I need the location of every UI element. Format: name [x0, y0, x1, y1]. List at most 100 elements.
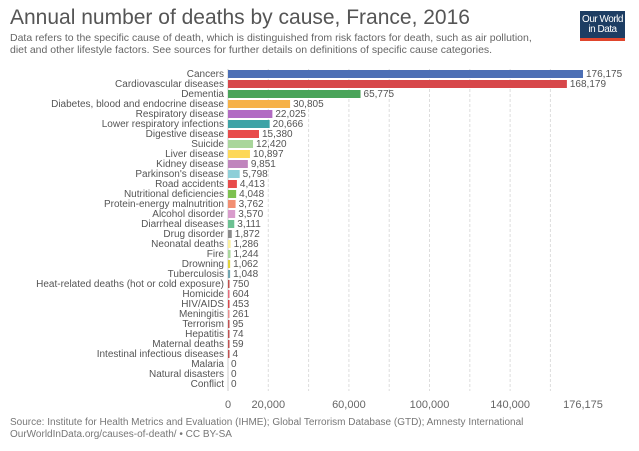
category-label: Hepatitis — [185, 329, 224, 340]
value-label: 74 — [233, 329, 245, 340]
category-label: Maternal deaths — [152, 339, 224, 350]
category-label: Homicide — [182, 289, 224, 300]
value-label: 168,179 — [570, 79, 607, 90]
chart-title: Annual number of deaths by cause, France… — [10, 6, 470, 29]
value-label: 1,062 — [233, 259, 258, 270]
value-label: 9,851 — [251, 159, 276, 170]
chart-subtitle: Data refers to the specific cause of dea… — [10, 32, 532, 56]
bar — [228, 190, 237, 198]
bar — [228, 150, 250, 158]
value-label: 4,048 — [239, 189, 264, 200]
value-label: 4 — [233, 349, 239, 360]
bar — [228, 90, 361, 98]
category-label: Meningitis — [179, 309, 224, 320]
category-label: Respiratory disease — [136, 109, 225, 120]
bar — [228, 340, 230, 348]
x-tick-label: 20,000 — [251, 399, 285, 411]
bar — [228, 290, 230, 298]
value-label: 1,286 — [234, 239, 259, 250]
bar — [228, 240, 231, 248]
bar — [228, 160, 248, 168]
value-label: 65,775 — [364, 89, 395, 100]
category-label: Protein-energy malnutrition — [104, 199, 224, 210]
bar — [228, 270, 231, 278]
bar — [228, 280, 230, 288]
value-label: 261 — [233, 309, 250, 320]
category-label: Parkinson's disease — [135, 169, 224, 180]
bar — [228, 180, 237, 188]
value-label: 15,380 — [262, 129, 293, 140]
value-label: 22,025 — [275, 109, 306, 120]
bar — [228, 230, 232, 238]
x-tick-label: 0 — [225, 399, 231, 411]
category-label: Suicide — [191, 139, 224, 150]
category-label: Kidney disease — [156, 159, 224, 170]
value-label: 3,570 — [238, 209, 263, 220]
value-label: 3,762 — [239, 199, 264, 210]
category-label: HIV/AIDS — [181, 299, 224, 310]
bar — [228, 70, 583, 78]
value-label: 4,413 — [240, 179, 265, 190]
category-label: Natural disasters — [149, 369, 224, 380]
bar — [228, 140, 254, 148]
source-text: Source: Institute for Health Metrics and… — [10, 417, 524, 428]
bar — [228, 120, 270, 128]
bar — [228, 170, 240, 178]
value-label: 30,805 — [293, 99, 324, 110]
bar — [228, 250, 231, 258]
x-tick-label: 176,175 — [563, 399, 603, 411]
category-label: Liver disease — [165, 149, 224, 160]
logo-line1: Our World — [582, 14, 623, 25]
owid-logo[interactable]: Our World in Data — [580, 11, 625, 41]
value-label: 1,872 — [235, 229, 260, 240]
value-label: 5,798 — [243, 169, 268, 180]
value-label: 1,244 — [234, 249, 259, 260]
value-label: 453 — [233, 299, 250, 310]
bar — [228, 200, 236, 208]
source-note: Source: Institute for Health Metrics and… — [10, 417, 523, 441]
x-tick-label: 100,000 — [410, 399, 450, 411]
value-label: 0 — [231, 369, 237, 380]
category-label: Diarrheal diseases — [141, 219, 224, 230]
bar — [228, 110, 273, 118]
category-label: Nutritional deficiencies — [124, 189, 224, 200]
value-label: 0 — [231, 359, 237, 370]
category-label: Alcohol disorder — [152, 209, 224, 220]
category-label: Cardiovascular diseases — [115, 79, 224, 90]
logo-line2: in Data — [588, 24, 617, 35]
category-label: Neonatal deaths — [151, 239, 224, 250]
category-label: Heat-related deaths (hot or cold exposur… — [36, 279, 224, 290]
category-label: Diabetes, blood and endocrine disease — [51, 99, 224, 110]
bar — [228, 220, 235, 228]
category-label: Cancers — [187, 69, 224, 80]
category-label: Conflict — [191, 379, 225, 390]
value-label: 604 — [233, 289, 250, 300]
category-label: Fire — [207, 249, 225, 260]
x-tick-label: 60,000 — [332, 399, 366, 411]
category-label: Terrorism — [182, 319, 224, 330]
value-label: 10,897 — [253, 149, 284, 160]
x-tick-label: 140,000 — [490, 399, 530, 411]
category-label: Dementia — [181, 89, 224, 100]
bar — [228, 210, 236, 218]
category-label: Drug disorder — [163, 229, 224, 240]
value-label: 0 — [231, 379, 237, 390]
source-url[interactable]: OurWorldInData.org/causes-of-death/ • CC… — [10, 429, 232, 440]
bar — [228, 80, 567, 88]
bar — [228, 130, 259, 138]
bar — [228, 350, 230, 358]
bar — [228, 260, 231, 268]
value-label: 59 — [233, 339, 245, 350]
bar — [228, 330, 230, 338]
value-label: 176,175 — [586, 69, 623, 80]
bar — [228, 310, 230, 318]
category-label: Lower respiratory infections — [102, 119, 224, 130]
bar — [228, 100, 291, 108]
value-label: 3,111 — [237, 219, 261, 230]
category-label: Drowning — [182, 259, 224, 270]
value-label: 20,666 — [273, 119, 304, 130]
value-label: 95 — [233, 319, 245, 330]
value-label: 12,420 — [256, 139, 287, 150]
